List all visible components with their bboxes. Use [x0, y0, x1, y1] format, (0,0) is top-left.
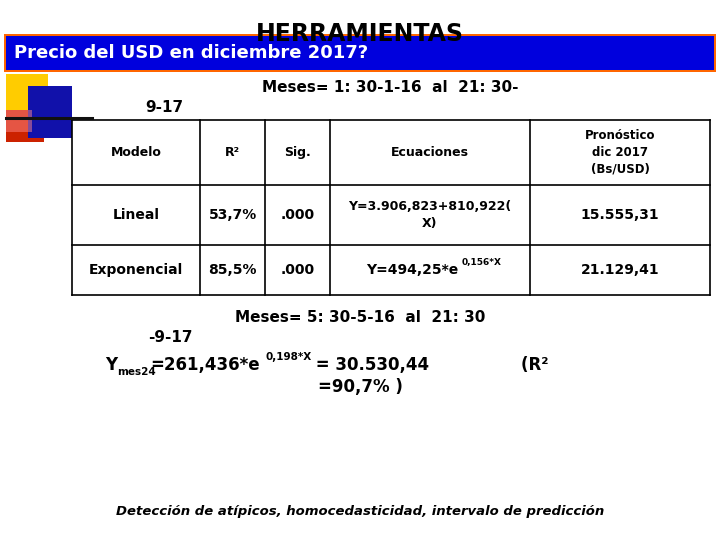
Text: R²: R² — [225, 146, 240, 159]
Text: Ecuaciones: Ecuaciones — [391, 146, 469, 159]
Text: Meses= 5: 30-5-16  al  21: 30: Meses= 5: 30-5-16 al 21: 30 — [235, 310, 485, 326]
Text: 0,156*X: 0,156*X — [462, 259, 502, 267]
Text: = 30.530,44: = 30.530,44 — [310, 356, 429, 374]
Text: Y=494,25*e: Y=494,25*e — [366, 263, 458, 277]
Bar — [6, 110, 32, 132]
Text: Detección de atípicos, homocedasticidad, intervalo de predicción: Detección de atípicos, homocedasticidad,… — [116, 505, 604, 518]
Text: mes24: mes24 — [117, 367, 156, 377]
Text: .000: .000 — [280, 263, 315, 277]
Text: (R²: (R² — [498, 356, 549, 374]
Text: 15.555,31: 15.555,31 — [581, 208, 660, 222]
Bar — [6, 110, 44, 142]
Text: 85,5%: 85,5% — [208, 263, 257, 277]
Bar — [4, 34, 716, 72]
Bar — [6, 74, 48, 110]
Text: Sig.: Sig. — [284, 146, 311, 159]
Text: -9-17: -9-17 — [148, 329, 192, 345]
Text: Precio del USD en diciembre 2017?: Precio del USD en diciembre 2017? — [14, 44, 368, 62]
Text: Y=3.906,823+810,922(
X): Y=3.906,823+810,922( X) — [348, 200, 512, 230]
Text: Lineal: Lineal — [112, 208, 160, 222]
Text: Pronóstico
dic 2017
(Bs/USD): Pronóstico dic 2017 (Bs/USD) — [585, 129, 655, 176]
Text: 21.129,41: 21.129,41 — [581, 263, 660, 277]
Text: .000: .000 — [280, 208, 315, 222]
Text: 9-17: 9-17 — [145, 100, 183, 116]
Bar — [28, 86, 72, 138]
Text: HERRAMIENTAS: HERRAMIENTAS — [256, 22, 464, 46]
Text: Y: Y — [105, 356, 117, 374]
Text: =90,7% ): =90,7% ) — [318, 378, 402, 396]
Text: Modelo: Modelo — [111, 146, 161, 159]
Text: 0,198*X: 0,198*X — [266, 352, 312, 362]
Text: 53,7%: 53,7% — [208, 208, 256, 222]
Text: Meses= 1: 30-1-16  al  21: 30-: Meses= 1: 30-1-16 al 21: 30- — [262, 79, 518, 94]
Text: Exponencial: Exponencial — [89, 263, 183, 277]
Bar — [6, 36, 714, 70]
Text: =261,436*e: =261,436*e — [150, 356, 260, 374]
